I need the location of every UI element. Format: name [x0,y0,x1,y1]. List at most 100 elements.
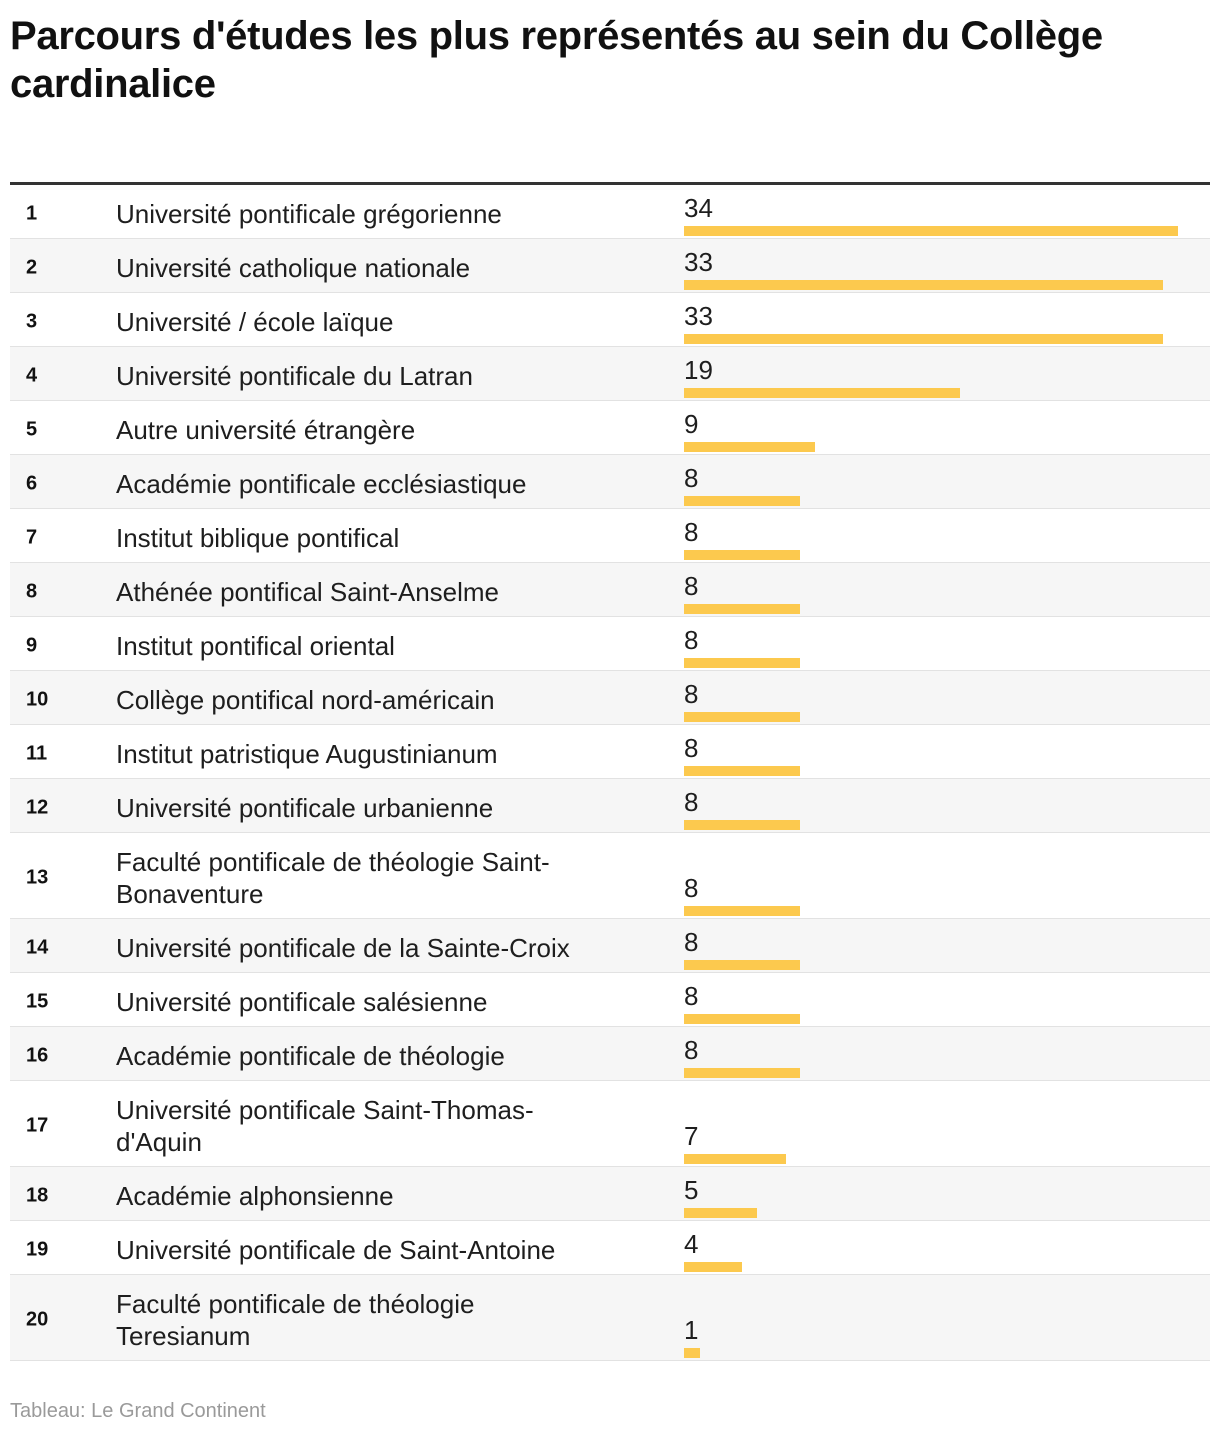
table-row: 8 Athénée pontifical Saint-Anselme 8 [10,563,1210,617]
value-bar [684,712,800,722]
value-bar [684,1068,800,1078]
table-row: 20 Faculté pontificale de théologie Teres… [10,1275,1210,1361]
row-label: Académie alphonsienne [116,1181,394,1211]
row-value-label: 33 [684,247,713,277]
row-label: Institut patristique Augustinianum [116,739,498,769]
value-bar [684,766,800,776]
row-rank: 10 [26,688,49,711]
table-row: 9 Institut pontifical oriental 8 [10,617,1210,671]
table-row: 19 Université pontificale de Saint-Antoin… [10,1221,1210,1275]
table-row: 17 Université pontificale Saint-Thomas-d'… [10,1081,1210,1167]
value-bar [684,1348,700,1358]
table-row: 15 Université pontificale salésienne 8 [10,973,1210,1027]
row-rank: 2 [26,256,38,279]
row-value-label: 8 [684,927,699,957]
row-label: Faculté pontificale de théologie Saint-B… [116,847,550,909]
row-label: Université pontificale du Latran [116,361,473,391]
value-bar [684,1262,742,1272]
value-bar [684,226,1178,236]
value-bar [684,906,800,916]
row-label: Autre université étrangère [116,415,416,445]
row-rank: 5 [26,418,38,441]
row-label: Institut biblique pontifical [116,523,400,553]
value-bar [684,334,1163,344]
row-value-label: 8 [684,625,699,655]
row-value-label: 8 [684,733,699,763]
row-rank: 15 [26,990,49,1013]
row-label: Académie pontificale de théologie [116,1041,505,1071]
row-value-label: 19 [684,355,713,385]
row-label: Faculté pontificale de théologie Teresia… [116,1289,475,1351]
table-row: 16 Académie pontificale de théologie 8 [10,1027,1210,1081]
row-value-label: 5 [684,1175,699,1205]
row-label: Université catholique nationale [116,253,471,283]
table-row: 11 Institut patristique Augustinianum 8 [10,725,1210,779]
value-bar [684,820,800,830]
row-rank: 8 [26,580,38,603]
value-bar [684,1154,786,1164]
row-label: Université / école laïque [116,307,394,337]
row-rank: 11 [26,742,48,765]
row-rank: 7 [26,526,38,549]
value-bar [684,960,800,970]
table-row: 1 Université pontificale grégorienne 34 [10,185,1210,239]
table-row: 18 Académie alphonsienne 5 [10,1167,1210,1221]
row-label: Collège pontifical nord-américain [116,685,495,715]
row-value-label: 8 [684,1035,699,1065]
table-row: 7 Institut biblique pontifical 8 [10,509,1210,563]
row-rank: 12 [26,796,49,819]
row-rank: 14 [26,936,49,959]
row-value-label: 8 [684,787,699,817]
table-row: 5 Autre université étrangère 9 [10,401,1210,455]
row-value-label: 8 [684,571,699,601]
row-rank: 1 [26,202,38,225]
row-value-label: 34 [684,193,713,223]
value-bar [684,1208,757,1218]
row-label: Université pontificale salésienne [116,987,488,1017]
row-rank: 4 [26,364,38,387]
chart-title: Parcours d'études les plus représentés a… [10,14,1103,106]
row-value-label: 7 [684,1121,699,1151]
source-note: Tableau: Le Grand Continent [10,1400,266,1422]
row-value-label: 8 [684,679,699,709]
row-value-label: 9 [684,409,699,439]
table-row: 4 Université pontificale du Latran 19 [10,347,1210,401]
row-rank: 16 [26,1044,49,1067]
row-value-label: 8 [684,517,699,547]
row-value-label: 4 [684,1229,699,1259]
row-rank: 19 [26,1238,49,1261]
table-row: 10 Collège pontifical nord-américain 8 [10,671,1210,725]
row-rank: 9 [26,634,38,657]
row-value-label: 33 [684,301,713,331]
row-label: Université pontificale Saint-Thomas-d'Aq… [116,1095,534,1157]
row-value-label: 1 [684,1315,699,1345]
value-bar [684,280,1163,290]
row-rank: 6 [26,472,38,495]
table-row: 3 Université / école laïque 33 [10,293,1210,347]
table-row: 6 Académie pontificale ecclésiastique 8 [10,455,1210,509]
table-row: 2 Université catholique nationale 33 [10,239,1210,293]
row-label: Université pontificale de Saint-Antoine [116,1235,556,1265]
header-rule [10,182,1210,185]
row-rank: 20 [26,1308,49,1331]
value-bar [684,442,815,452]
table-row: 14 Université pontificale de la Sainte-Cr… [10,919,1210,973]
value-bar [684,1014,800,1024]
value-bar [684,604,800,614]
row-value-label: 8 [684,463,699,493]
value-bar [684,658,800,668]
row-label: Université pontificale urbanienne [116,793,494,823]
row-label: Université pontificale de la Sainte-Croi… [116,933,570,963]
table-row: 13 Faculté pontificale de théologie Saint… [10,833,1210,919]
value-bar [684,496,800,506]
row-rank: 17 [26,1114,49,1137]
row-value-label: 8 [684,981,699,1011]
row-label: Académie pontificale ecclésiastique [116,469,527,499]
value-bar [684,550,800,560]
row-label: Athénée pontifical Saint-Anselme [116,577,500,607]
row-label: Institut pontifical oriental [116,631,395,661]
row-label: Université pontificale grégorienne [116,199,502,229]
value-bar [684,388,960,398]
row-rank: 3 [26,310,38,333]
table-row: 12 Université pontificale urbanienne 8 [10,779,1210,833]
